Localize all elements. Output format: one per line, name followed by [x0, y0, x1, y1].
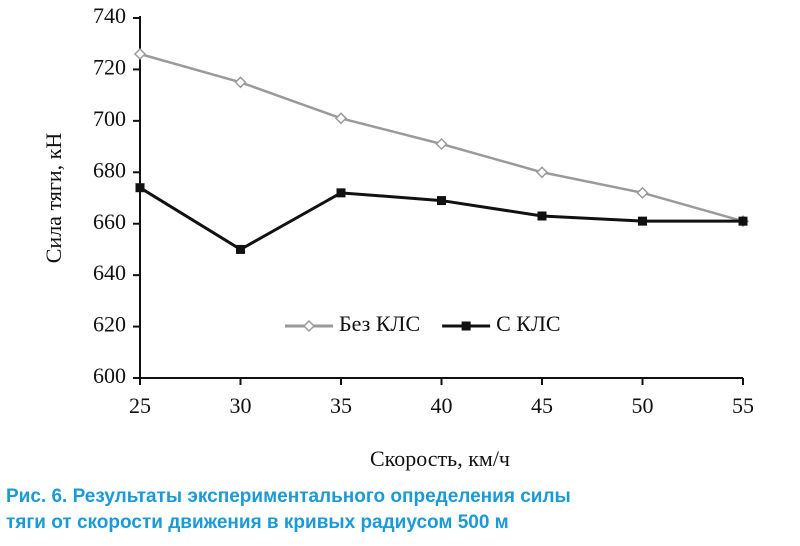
- marker: [535, 166, 549, 179]
- y-axis-label: Сила тяги, кН: [41, 133, 66, 264]
- marker: [437, 196, 446, 206]
- marker: [636, 186, 649, 199]
- marker: [336, 188, 346, 198]
- marker: [435, 137, 448, 151]
- x-axis-label: Скорость, км/ч: [370, 446, 510, 471]
- marker: [738, 216, 748, 226]
- marker: [135, 183, 145, 193]
- y-tick-label: 680: [93, 157, 126, 182]
- x-tick-label: 55: [732, 393, 754, 418]
- caption: Рис. 6. Результаты экспериментального оп…: [6, 486, 571, 507]
- y-tick-label: 640: [93, 260, 126, 285]
- y-tick-label: 660: [93, 209, 126, 234]
- marker: [334, 112, 348, 125]
- x-tick-label: 30: [230, 393, 252, 418]
- marker: [234, 76, 247, 89]
- y-tick-label: 620: [93, 312, 126, 337]
- y-tick-label: 740: [93, 3, 126, 28]
- caption: тяги от скорости движения в кривых радиу…: [6, 512, 509, 533]
- x-tick-label: 35: [330, 393, 352, 418]
- y-tick-label: 600: [93, 363, 126, 388]
- legend-label: С КЛС: [496, 311, 560, 336]
- marker: [461, 321, 471, 331]
- marker: [133, 47, 147, 61]
- x-tick-label: 50: [632, 393, 654, 418]
- marker: [302, 319, 316, 333]
- x-tick-label: 45: [531, 393, 553, 418]
- x-tick-label: 40: [431, 393, 453, 418]
- y-tick-label: 720: [93, 54, 126, 79]
- legend: Без КЛС С КЛС: [285, 311, 561, 336]
- y-tick-label: 700: [93, 106, 126, 131]
- x-tick-label: 25: [129, 393, 151, 418]
- marker: [537, 211, 547, 221]
- legend-label: Без КЛС: [339, 311, 420, 336]
- marker: [236, 244, 245, 254]
- marker: [638, 216, 647, 226]
